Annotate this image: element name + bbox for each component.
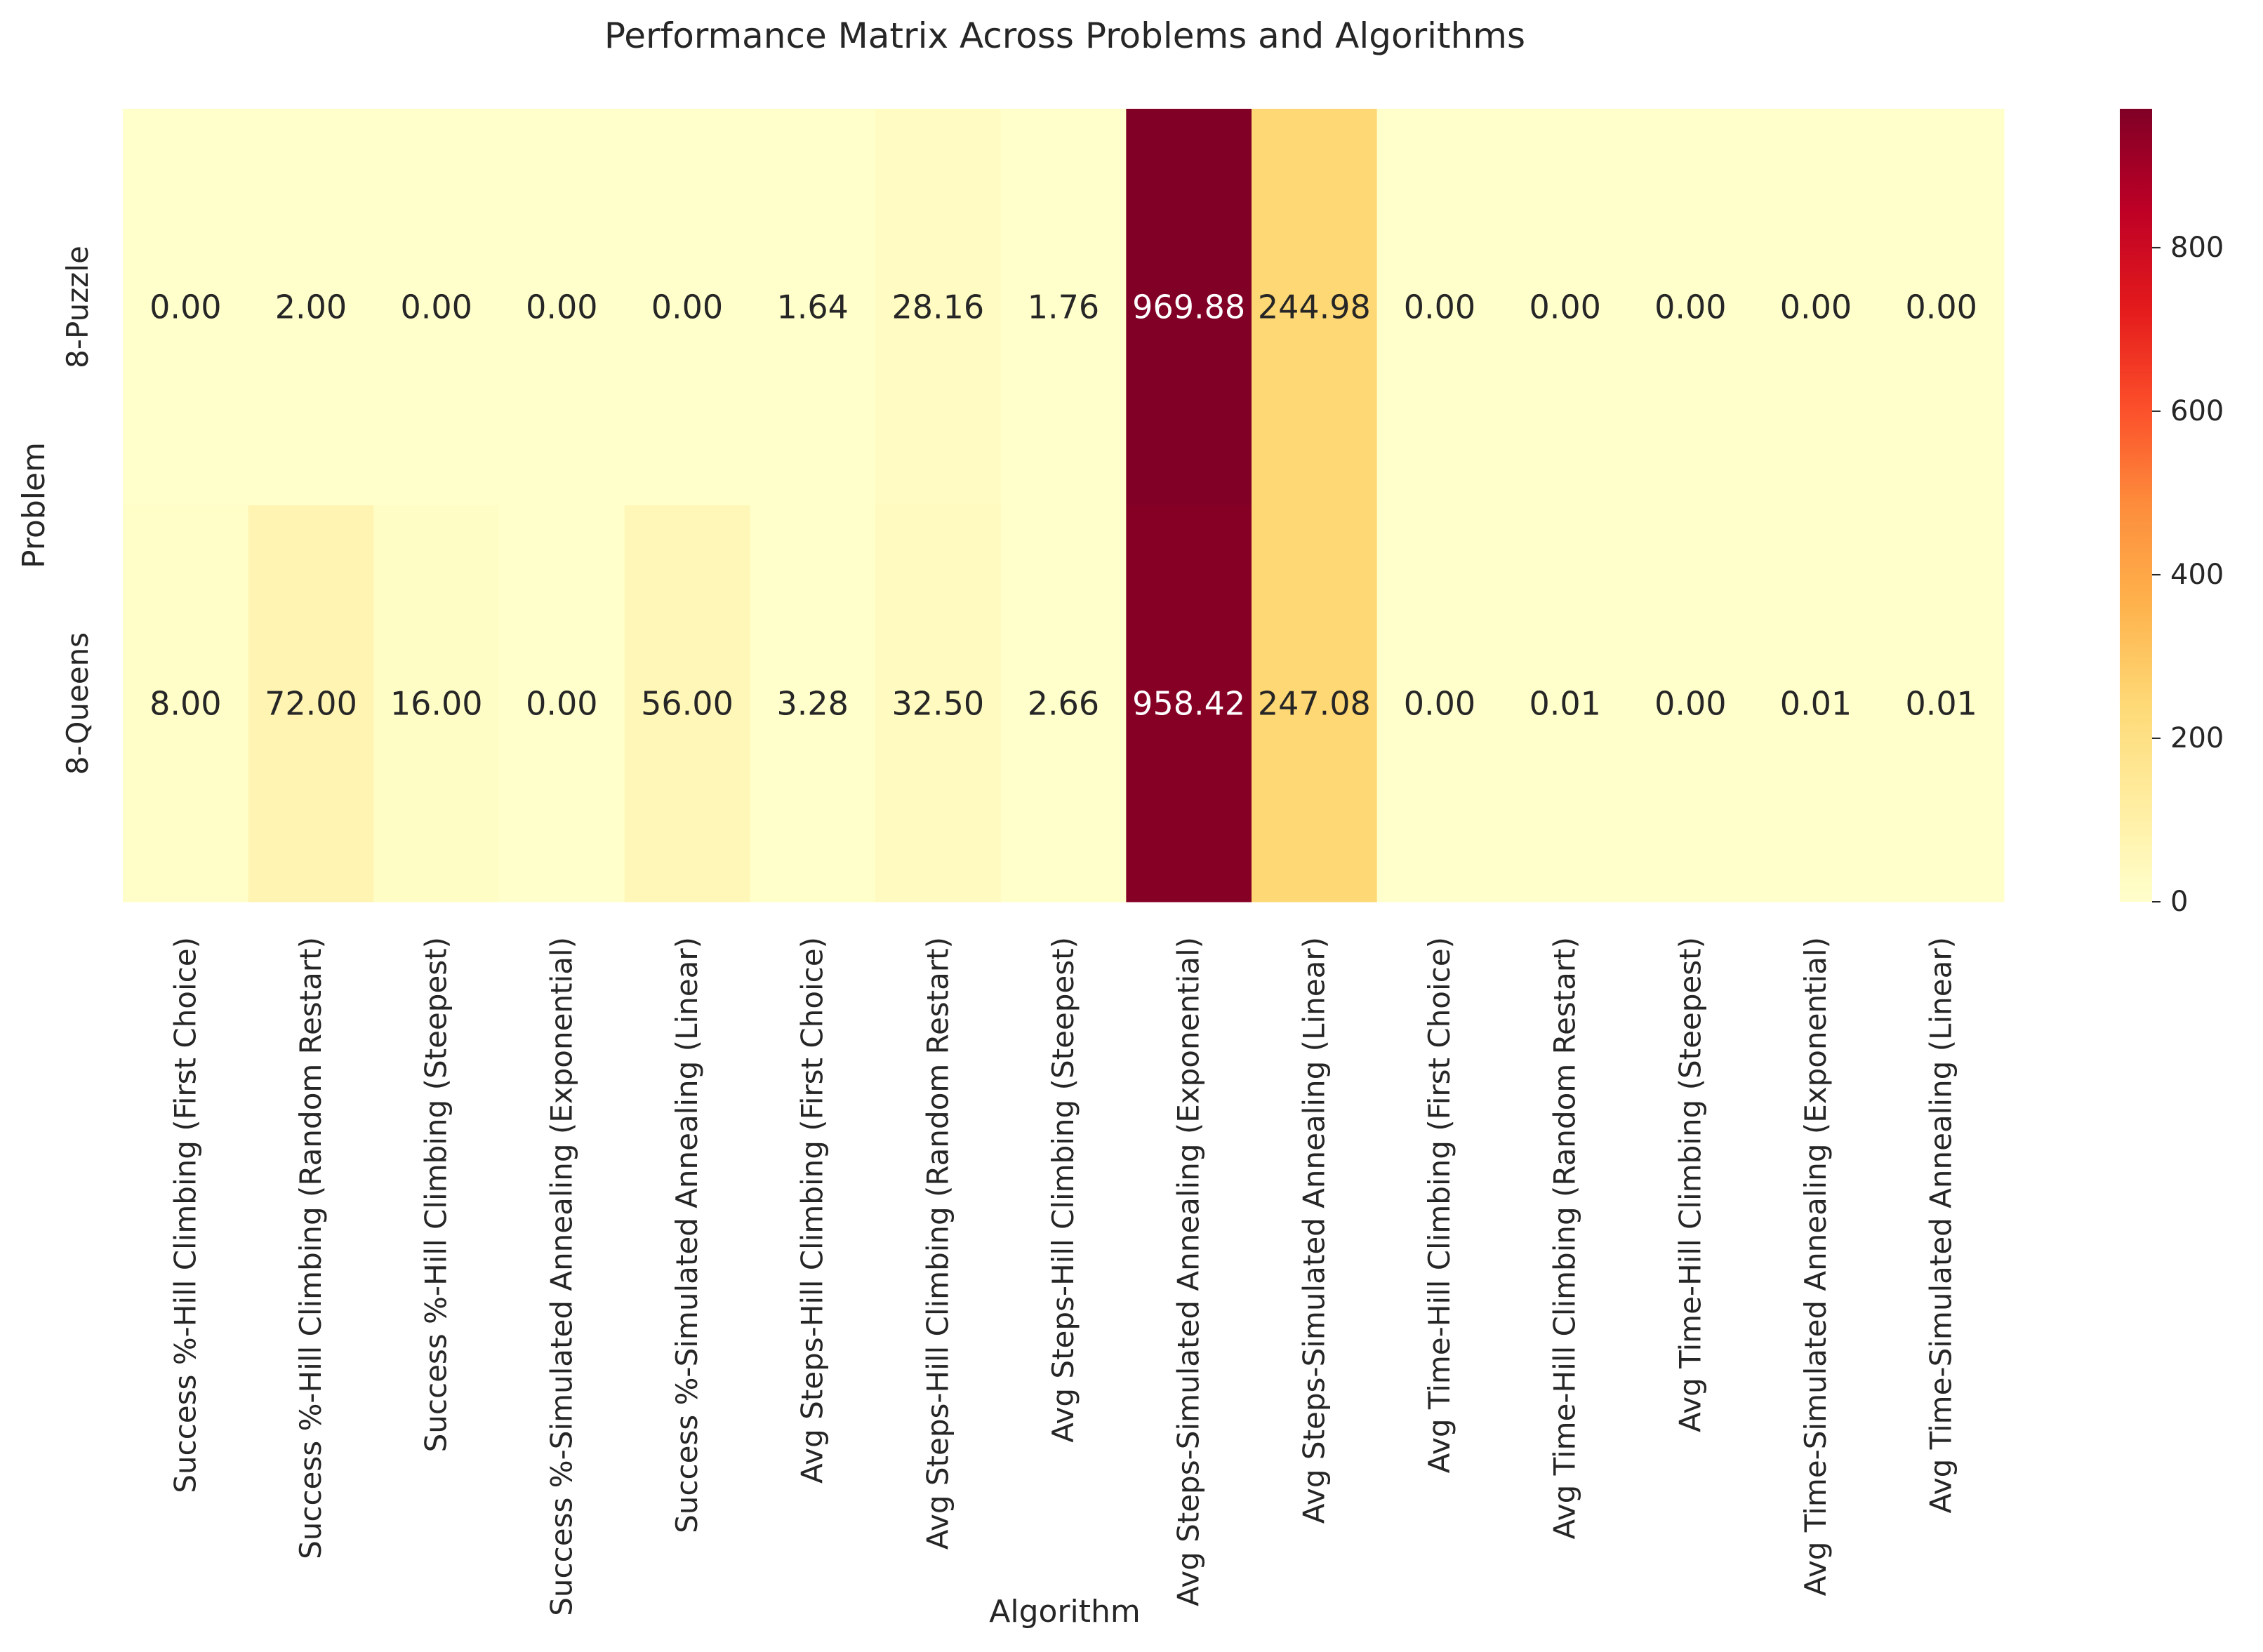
heatmap-cell <box>123 505 249 902</box>
cell-value-label: 1.76 <box>1028 288 1099 326</box>
cell-value-label: 3.28 <box>776 685 848 723</box>
cell-value-label: 0.01 <box>1780 685 1852 723</box>
cell-value-label: 8.00 <box>150 685 221 723</box>
heatmap-cell <box>624 505 750 902</box>
x-tick-label: Avg Time-Hill Climbing (Random Restart) <box>1548 937 1582 1540</box>
heatmap-cell <box>624 109 750 506</box>
heatmap-cell <box>1753 109 1879 506</box>
cell-value-label: 0.00 <box>526 685 597 723</box>
heatmap-cell <box>1126 109 1252 506</box>
cell-value-label: 2.00 <box>275 288 347 326</box>
x-tick-label: Success %-Hill Climbing (Random Restart) <box>293 937 328 1559</box>
y-tick-label: 8-Queens <box>60 632 95 775</box>
x-tick-label: Avg Steps-Hill Climbing (Steepest) <box>1046 937 1080 1443</box>
cell-value-label: 72.00 <box>265 685 357 723</box>
x-tick-label: Avg Steps-Hill Climbing (First Choice) <box>795 937 830 1484</box>
cell-value-label: 0.00 <box>1654 685 1726 723</box>
cell-value-label: 0.01 <box>1905 685 1977 723</box>
colorbar-ticks: 0 200 400 600 800 <box>2152 232 2224 918</box>
cell-value-label: 56.00 <box>641 685 734 723</box>
x-tick-label: Success %-Hill Climbing (Steepest) <box>419 937 453 1452</box>
heatmap-cell <box>1000 109 1127 506</box>
cell-value-label: 0.00 <box>1780 288 1852 326</box>
x-tick-label: Avg Time-Simulated Annealing (Exponentia… <box>1798 937 1833 1596</box>
heatmap-cell <box>1376 109 1503 506</box>
heatmap-cell <box>1878 109 2005 506</box>
heatmap-cell <box>373 109 500 506</box>
x-tick-label: Avg Time-Hill Climbing (First Choice) <box>1422 937 1456 1473</box>
heatmap-cell <box>750 505 876 902</box>
cell-value-label: 0.00 <box>150 288 221 326</box>
cell-value-label: 0.00 <box>1404 685 1475 723</box>
cell-value-label: 0.00 <box>526 288 597 326</box>
colorbar-tick-label: 600 <box>2170 395 2224 427</box>
cell-value-label: 0.00 <box>1404 288 1475 326</box>
cell-value-label: 28.16 <box>891 288 984 326</box>
heatmap-cell <box>1502 109 1628 506</box>
heatmap-cell <box>1628 505 1754 902</box>
x-tick-label: Avg Steps-Simulated Annealing (Exponenti… <box>1172 937 1206 1606</box>
heatmap-cell <box>1252 109 1378 506</box>
heatmap-cells: 0.00 2.00 0.00 0.00 0.00 1.64 28.16 1.76 969.88 2… <box>123 109 2005 902</box>
colorbar-tick-label: 0 <box>2170 886 2188 918</box>
heatmap-cell <box>1000 505 1127 902</box>
x-tick-label: Avg Time-Simulated Annealing (Linear) <box>1924 937 1958 1513</box>
heatmap-cell <box>248 505 374 902</box>
heatmap-cell <box>1878 505 2005 902</box>
cell-value-label: 1.64 <box>776 288 848 326</box>
colorbar <box>2120 109 2152 902</box>
heatmap-cell <box>1126 505 1252 902</box>
heatmap-cell <box>875 505 1002 902</box>
y-tick-label: 8-Puzzle <box>60 246 95 368</box>
cell-value-label: 16.00 <box>390 685 483 723</box>
heatmap-cell <box>1502 505 1628 902</box>
heatmap-cell <box>248 109 374 506</box>
cell-value-label: 32.50 <box>891 685 984 723</box>
colorbar-tick-label: 200 <box>2170 722 2224 754</box>
x-tick-label: Success %-Simulated Annealing (Exponenti… <box>544 937 578 1616</box>
heatmap-cell <box>1628 109 1754 506</box>
colorbar-tick-label: 400 <box>2170 559 2224 591</box>
x-tick-label: Success %-Hill Climbing (First Choice) <box>168 937 202 1493</box>
y-tick-labels: 8-Puzzle 8-Queens <box>60 246 95 775</box>
heatmap-cell <box>750 109 876 506</box>
cell-value-label: 0.00 <box>1654 288 1726 326</box>
x-tick-label: Avg Time-Hill Climbing (Steepest) <box>1673 937 1707 1432</box>
x-tick-label: Avg Steps-Simulated Annealing (Linear) <box>1296 937 1331 1524</box>
colorbar-tick-label: 800 <box>2170 232 2224 264</box>
cell-value-label: 2.66 <box>1028 685 1099 723</box>
heatmap-cell <box>875 109 1002 506</box>
cell-value-label: 0.00 <box>1529 288 1600 326</box>
heatmap-cell <box>499 505 625 902</box>
x-tick-label: Success %-Simulated Annealing (Linear) <box>670 937 704 1533</box>
heatmap-cell <box>499 109 625 506</box>
heatmap-cell <box>1753 505 1879 902</box>
x-axis-label: Algorithm <box>989 1594 1141 1630</box>
cell-value-label: 969.88 <box>1132 288 1245 326</box>
cell-value-label: 244.98 <box>1258 288 1371 326</box>
x-tick-labels: Success %-Hill Climbing (First Choice) Su… <box>168 937 1958 1616</box>
chart-title: Performance Matrix Across Problems and A… <box>604 15 1525 56</box>
cell-value-label: 247.08 <box>1258 685 1371 723</box>
heatmap-cell <box>1252 505 1378 902</box>
y-axis-label: Problem <box>16 442 52 568</box>
cell-value-label: 0.00 <box>400 288 472 326</box>
x-tick-label: Avg Steps-Hill Climbing (Random Restart) <box>920 937 955 1550</box>
cell-value-label: 0.01 <box>1529 685 1600 723</box>
heatmap-cell <box>123 109 249 506</box>
cell-value-label: 0.00 <box>651 288 723 326</box>
heatmap-cell <box>373 505 500 902</box>
cell-value-label: 0.00 <box>1905 288 1977 326</box>
cell-value-label: 958.42 <box>1132 685 1245 723</box>
heatmap-cell <box>1376 505 1503 902</box>
